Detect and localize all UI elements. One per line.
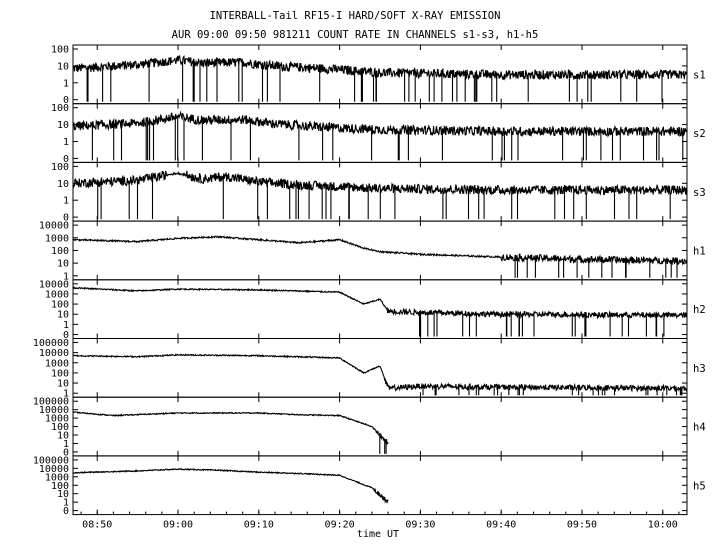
- channel-label-s2: s2: [693, 128, 706, 140]
- y-tick-label: 100: [51, 162, 69, 173]
- y-tick-label: 10: [57, 179, 69, 190]
- y-tick-label: 1: [63, 137, 69, 148]
- y-tick-label: 1000: [45, 414, 69, 425]
- series-line-h1: [72, 235, 688, 278]
- y-tick-label: 10: [57, 489, 69, 500]
- series-line-s1: [72, 54, 688, 102]
- series-line-h4: [72, 411, 389, 454]
- series-line-s3: [72, 170, 688, 220]
- y-tick-label: 0: [63, 154, 69, 165]
- series-line-h3: [72, 353, 688, 396]
- y-tick-label: 1: [63, 389, 69, 400]
- y-tick-label: 100: [51, 246, 69, 257]
- y-tick-label: 1000: [45, 289, 69, 300]
- y-tick-label: 10000: [39, 279, 69, 290]
- y-tick-label: 100: [51, 103, 69, 114]
- chart-title: INTERBALL-Tail RF15-I HARD/SOFT X-RAY EM…: [210, 10, 501, 22]
- y-tick-label: 1000: [45, 472, 69, 483]
- panel-frame: [72, 455, 688, 516]
- y-tick-label: 1: [63, 78, 69, 89]
- x-tick-label: 10:00: [648, 520, 678, 531]
- y-tick-label: 100: [51, 481, 69, 492]
- y-tick-label: 0: [63, 447, 69, 458]
- y-tick-label: 1000: [45, 358, 69, 369]
- y-tick-label: 100: [51, 300, 69, 311]
- x-tick-label: 09:10: [244, 520, 274, 531]
- x-tick-label: 09:40: [486, 520, 516, 531]
- y-tick-label: 10000: [39, 348, 69, 359]
- x-tick-label: 08:50: [82, 520, 112, 531]
- y-tick-label: 10: [57, 259, 69, 270]
- y-tick-label: 100000: [33, 455, 69, 466]
- y-tick-label: 1: [63, 498, 69, 509]
- y-tick-label: 10: [57, 120, 69, 131]
- x-tick-label: 09:30: [405, 520, 435, 531]
- series-line-s2: [72, 110, 688, 161]
- channel-label-h5: h5: [693, 480, 706, 492]
- channel-label-s1: s1: [693, 69, 706, 81]
- y-tick-label: 100: [51, 422, 69, 433]
- series-line-h5: [72, 467, 389, 504]
- y-tick-label: 0: [63, 213, 69, 224]
- channel-label-h2: h2: [693, 304, 706, 316]
- channel-label-s3: s3: [693, 187, 706, 199]
- y-tick-label: 0: [63, 506, 69, 517]
- y-tick-label: 1000: [45, 233, 69, 244]
- panel-frame: [72, 279, 688, 339]
- y-tick-label: 100: [51, 368, 69, 379]
- y-tick-label: 0: [63, 330, 69, 341]
- channel-label-h4: h4: [693, 422, 706, 434]
- y-tick-label: 100000: [33, 338, 69, 349]
- y-tick-label: 1: [63, 271, 69, 282]
- y-tick-label: 0: [63, 95, 69, 106]
- y-tick-label: 10: [57, 310, 69, 321]
- y-tick-label: 10: [57, 61, 69, 72]
- y-tick-label: 1: [63, 320, 69, 331]
- y-tick-label: 10000: [39, 221, 69, 232]
- y-tick-label: 10: [57, 431, 69, 442]
- x-tick-label: 09:50: [567, 520, 597, 531]
- x-tick-label: 09:20: [325, 520, 355, 531]
- channel-label-h1: h1: [693, 245, 706, 257]
- y-tick-label: 100000: [33, 397, 69, 408]
- y-tick-label: 1: [63, 196, 69, 207]
- channel-label-h3: h3: [693, 363, 706, 375]
- x-axis: 08:50 09:00 09:10 09:20 09:30 09:40 09:50 10:00: [80, 45, 680, 531]
- x-axis-label: time UT: [357, 529, 399, 540]
- y-tick-label: 10000: [39, 464, 69, 475]
- panel-stack: 1001010s11001010s21001010s31000010001001…: [33, 44, 706, 517]
- x-tick-label: 09:00: [163, 520, 193, 531]
- y-tick-label: 10: [57, 379, 69, 390]
- series-line-h2: [73, 286, 688, 337]
- y-tick-label: 10000: [39, 405, 69, 416]
- y-tick-label: 100: [51, 45, 69, 56]
- chart-subtitle: AUR 09:00 09:50 981211 COUNT RATE IN CHA…: [172, 29, 539, 41]
- y-tick-label: 1: [63, 439, 69, 450]
